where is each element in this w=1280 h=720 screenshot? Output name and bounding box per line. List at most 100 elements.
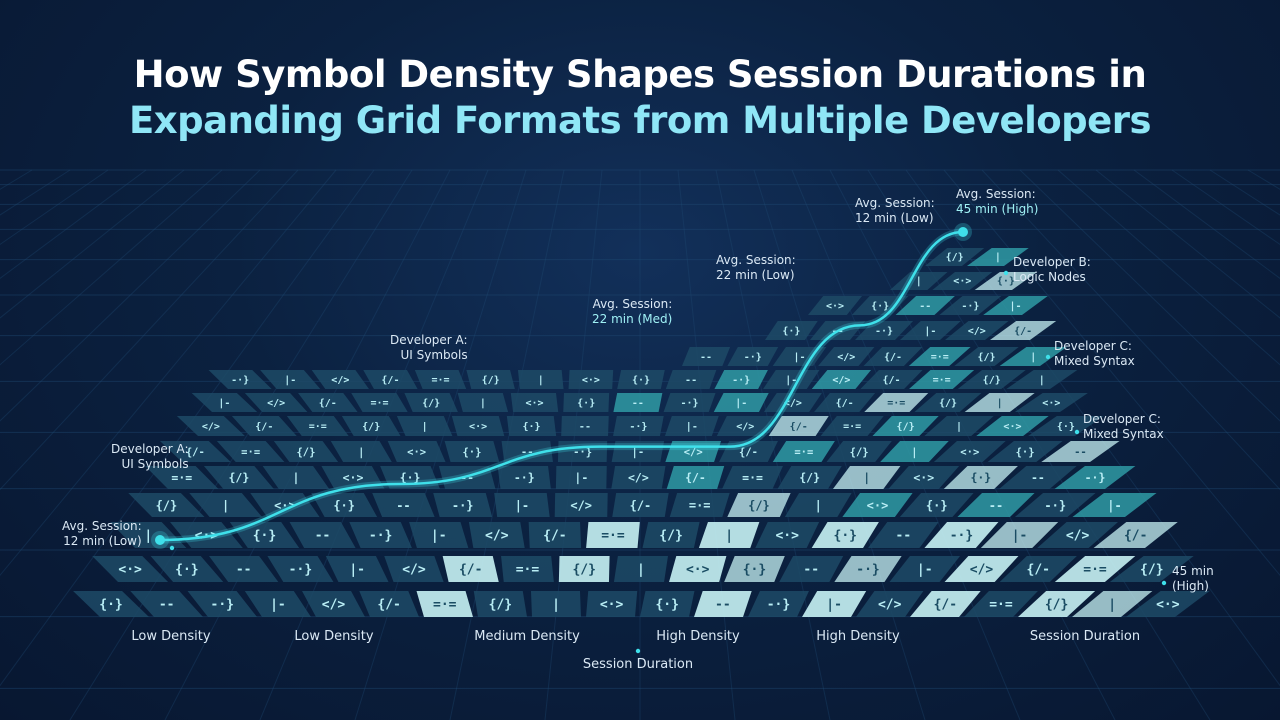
density-tile [842,493,913,517]
density-tile [987,441,1063,462]
tile-symbol: -·} [211,598,234,613]
density-tile [1054,556,1136,582]
tile-symbol: </> [837,352,855,363]
tile-symbol: {/- [884,352,902,363]
chart-title: How Symbol Density Shapes Session Durati… [0,52,1280,144]
tile-symbol: | [292,471,299,485]
tile-symbol: | [222,498,229,512]
density-tile [517,370,564,389]
density-tile [216,441,285,462]
tile-symbol: <·> [867,498,889,512]
density-tile [341,416,401,436]
x-axis-label: Session Duration [582,657,694,672]
annotation-22-low: Avg. Session: 22 min (Low) [716,253,796,282]
tile-symbol: |- [284,375,296,386]
density-tile [159,441,231,462]
tile-symbol: -- [685,375,697,386]
data-point [958,227,968,237]
density-tile [530,591,581,617]
annotation-dot [1161,580,1167,586]
tile-symbol: -·} [681,398,699,409]
tile-symbol: {/} [482,375,500,386]
grid-line [1057,169,1280,366]
density-tile [384,556,444,582]
tile-symbol: {·} [871,301,889,312]
tile-symbol: |- [735,398,747,409]
grid-line [753,169,926,720]
tile-symbol: -·} [629,422,647,433]
tile-symbol: -·} [950,529,973,544]
tile-symbol: -·} [1044,498,1066,512]
density-tile [999,347,1067,366]
density-tile [351,393,408,412]
density-tile [286,416,349,436]
density-tile [244,393,308,412]
density-tile [811,522,879,548]
tile-symbol: </> [331,375,349,386]
density-tile [939,296,1002,315]
tile-symbol: {/- [1124,529,1147,544]
tile-symbol: <·> [525,398,543,409]
tile-symbol: {/} [422,398,440,409]
density-tile [990,321,1057,340]
tile-symbol: {·} [655,598,678,613]
tile-symbol: <·> [582,375,600,386]
tile-symbol: {/- [381,375,399,386]
tile-symbol: </> [878,598,902,613]
tile-symbol: {/} [156,498,178,512]
tile-symbol: | [358,446,364,458]
density-tile [1054,466,1136,489]
density-tile [957,370,1026,389]
density-tile [967,248,1029,266]
tile-symbol: {·} [632,375,650,386]
density-tile [727,347,779,366]
tile-symbol: |- [515,498,529,512]
density-tile [128,493,205,517]
grid-line [1095,169,1280,319]
density-tile [954,347,1019,366]
annotation-dot [1045,354,1051,360]
density-tile [617,370,665,389]
density-tile [468,522,525,548]
density-tile [325,556,389,582]
tile-symbol: {/- [1027,563,1050,578]
tile-symbol: -·} [767,598,790,613]
tile-symbol: -- [579,422,591,433]
density-tile [1014,493,1096,517]
density-tile [1028,416,1104,436]
density-tile [73,591,149,617]
tile-symbol: {/} [489,598,512,613]
tile-symbol: {·} [400,471,421,485]
density-tile [899,493,974,517]
annotation-developer-c-2: Developer C: Mixed Syntax [1083,412,1164,441]
annotation-dot [1074,429,1080,435]
density-tile [820,416,884,436]
tile-symbol: -·} [231,375,249,386]
tile-symbol: |- [794,352,806,363]
density-tile [613,393,663,412]
tile-symbol: {/- [377,598,400,613]
tile-symbol: -- [1074,446,1087,458]
tile-symbol: {/} [228,471,249,485]
tile-symbol: </> [970,563,994,578]
tile-symbol: | [552,598,560,613]
tile-symbol: {/- [882,375,900,386]
density-tile [1072,493,1157,517]
density-tile [396,416,453,436]
grid-line [0,169,147,279]
tile-symbol: </> [628,471,649,485]
density-tile [669,556,727,582]
tile-symbol: {/- [790,422,808,433]
tile-symbol: {·} [99,598,122,613]
density-tile [863,347,923,366]
x-tick-label: High Density [656,629,740,644]
tile-symbol: =·= [601,529,625,544]
density-tile [612,493,669,517]
density-tile [811,370,872,389]
density-tile [722,466,783,489]
tile-symbol: {/} [296,446,315,458]
density-tile [231,416,297,436]
tile-symbol: {·} [970,471,991,485]
tile-symbol: =·= [309,422,327,433]
density-tile [473,591,527,617]
